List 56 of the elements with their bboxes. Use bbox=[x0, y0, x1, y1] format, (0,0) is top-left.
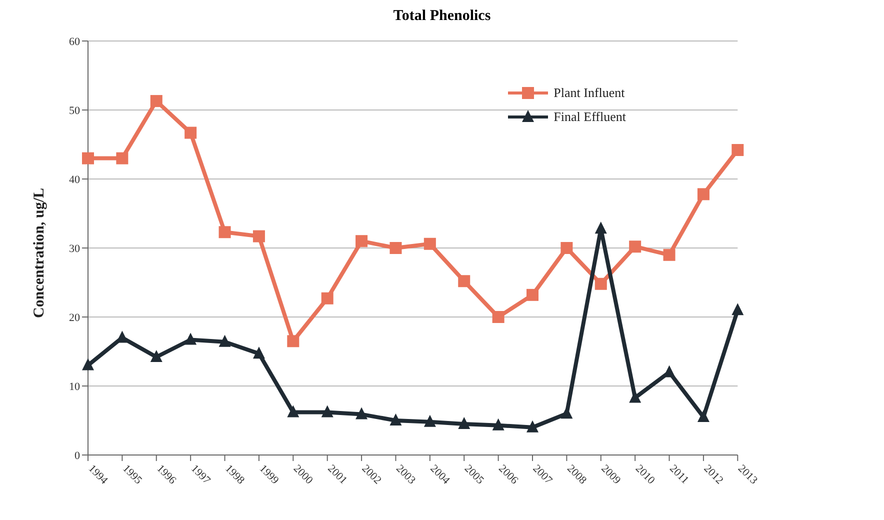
point bbox=[287, 405, 300, 418]
y-tick-label: 30 bbox=[69, 242, 80, 255]
legend-label: Final Effluent bbox=[554, 109, 626, 125]
x-tick-label: 2007 bbox=[530, 462, 555, 488]
y-tick-label: 60 bbox=[69, 36, 80, 48]
point bbox=[629, 240, 642, 253]
point bbox=[356, 235, 368, 248]
point bbox=[184, 332, 197, 345]
y-tick-label: 10 bbox=[69, 380, 80, 393]
x-tick-label: 1996 bbox=[154, 462, 179, 488]
y-tick-label: 40 bbox=[69, 174, 80, 186]
point bbox=[150, 350, 162, 362]
y-tick-label: 20 bbox=[69, 312, 80, 324]
point bbox=[218, 226, 231, 238]
point bbox=[321, 405, 334, 418]
point bbox=[526, 288, 538, 301]
point bbox=[390, 414, 402, 426]
y-tick-label: 0 bbox=[74, 450, 80, 462]
point bbox=[287, 335, 300, 348]
point bbox=[732, 144, 744, 156]
y-tick-label: 50 bbox=[69, 104, 80, 117]
point bbox=[82, 358, 94, 370]
x-tick-label: 1997 bbox=[188, 462, 213, 488]
point bbox=[116, 152, 128, 164]
point bbox=[697, 410, 710, 422]
point bbox=[560, 406, 573, 419]
point bbox=[356, 407, 368, 420]
point bbox=[594, 222, 607, 234]
point bbox=[697, 188, 710, 200]
point bbox=[424, 414, 436, 427]
point bbox=[321, 292, 334, 304]
point bbox=[732, 303, 744, 316]
x-tick-label: 1998 bbox=[222, 462, 248, 488]
y-axis-title: Concentration, ug/L bbox=[31, 188, 48, 318]
point bbox=[390, 242, 402, 254]
point bbox=[458, 416, 470, 429]
point bbox=[492, 418, 504, 430]
point bbox=[150, 95, 162, 108]
legend-label: Plant Influent bbox=[554, 85, 625, 101]
chart-title: Total Phenolics bbox=[392, 8, 492, 25]
point bbox=[526, 420, 538, 432]
point bbox=[252, 230, 265, 242]
point bbox=[560, 242, 573, 254]
point bbox=[458, 275, 470, 288]
point bbox=[663, 248, 676, 261]
point bbox=[82, 152, 94, 164]
point bbox=[629, 390, 642, 403]
x-tick-label: 1999 bbox=[256, 462, 282, 488]
point bbox=[492, 311, 504, 323]
point bbox=[218, 334, 231, 347]
point bbox=[424, 238, 436, 250]
point bbox=[594, 278, 607, 290]
point bbox=[184, 126, 197, 139]
x-tick-label: 1994 bbox=[86, 462, 110, 488]
x-tick-label: 1995 bbox=[120, 462, 144, 488]
point bbox=[252, 346, 265, 359]
